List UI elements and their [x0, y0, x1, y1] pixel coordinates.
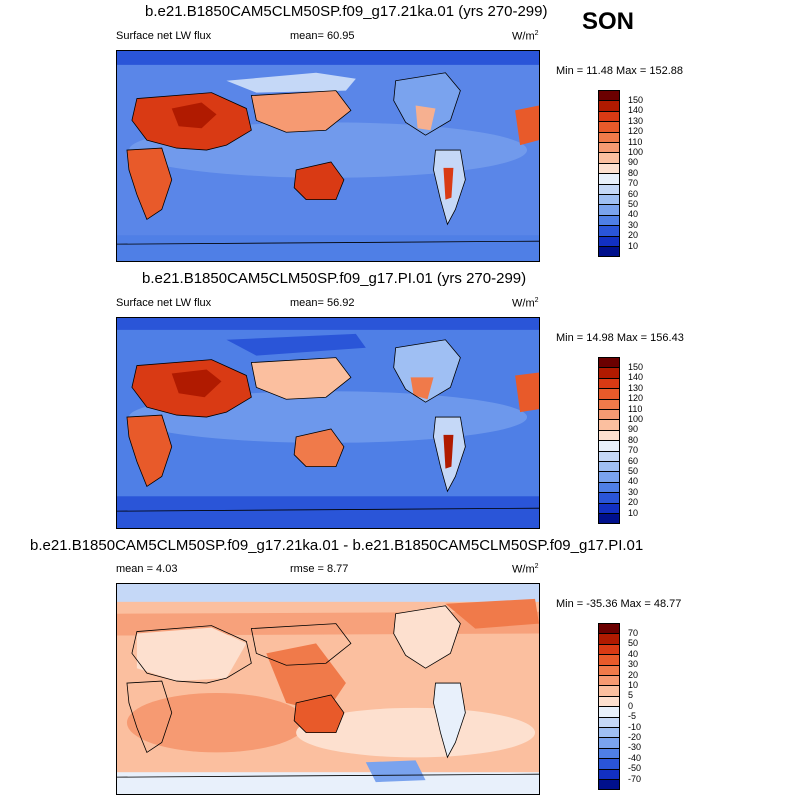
panel3-map — [116, 583, 540, 795]
panel2-mean-label: mean= 56.92 — [290, 297, 355, 309]
colorbar-tick-label: 70 — [628, 178, 639, 189]
colorbar-tick-label: 60 — [628, 455, 639, 466]
colorbar-tick-label: 50 — [628, 465, 639, 476]
colorbar-tick-label: 10 — [628, 507, 639, 518]
colorbar-tick-label: 80 — [628, 167, 639, 178]
panel3-minmax: Min = -35.36 Max = 48.77 — [556, 598, 682, 610]
colorbar-cell — [598, 246, 620, 258]
colorbar-tick-label: -20 — [628, 731, 642, 742]
panel1-map-svg — [117, 51, 539, 261]
colorbar-tick-label: 20 — [628, 669, 639, 680]
panel3-title: b.e21.B1850CAM5CLM50SP.f09_g17.21ka.01 -… — [30, 537, 644, 554]
panel2-minmax: Min = 14.98 Max = 156.43 — [556, 332, 684, 344]
colorbar-tick-label: 110 — [628, 403, 643, 414]
colorbar-tick-label: 150 — [628, 94, 644, 105]
panel1-mean-label: mean= 60.95 — [290, 30, 355, 42]
colorbar-cell — [598, 513, 620, 525]
panel3-units: W/m2 — [512, 563, 539, 576]
panel3-mean-label: mean = 4.03 — [116, 563, 178, 575]
panel2-map-svg — [117, 318, 539, 528]
panel2-colorbar — [598, 357, 620, 525]
colorbar-tick-label: 70 — [628, 445, 639, 456]
colorbar-tick-label: -70 — [628, 773, 642, 784]
colorbar-tick-label: 5 — [628, 690, 634, 701]
colorbar-tick-label: 70 — [628, 627, 639, 638]
colorbar-tick-label: -40 — [628, 752, 642, 763]
colorbar-tick-label: -10 — [628, 721, 642, 732]
colorbar-tick-label: 0 — [628, 700, 634, 711]
panel1-minmax: Min = 11.48 Max = 152.88 — [556, 65, 683, 77]
colorbar-tick-label: 20 — [628, 230, 639, 241]
colorbar-tick-label: 140 — [628, 105, 644, 116]
colorbar-tick-label: 40 — [628, 648, 639, 659]
panel3-rmse-label: rmse = 8.77 — [290, 563, 349, 575]
panel1-units: W/m2 — [512, 30, 539, 43]
colorbar-tick-label: 150 — [628, 361, 644, 372]
colorbar-tick-label: 100 — [628, 146, 644, 157]
colorbar-tick-label: 30 — [628, 219, 639, 230]
colorbar-tick-label: 130 — [628, 382, 644, 393]
panel2-variable-label: Surface net LW flux — [116, 297, 212, 309]
colorbar-tick-label: 140 — [628, 372, 644, 383]
colorbar-tick-label: 90 — [628, 424, 639, 435]
colorbar-tick-label: 110 — [628, 136, 643, 147]
colorbar-tick-label: 50 — [628, 198, 639, 209]
panel3-map-svg — [117, 584, 539, 794]
panel3-colorbar — [598, 623, 620, 791]
colorbar-tick-label: 90 — [628, 157, 639, 168]
colorbar-tick-label: 40 — [628, 476, 639, 487]
panel1-title: b.e21.B1850CAM5CLM50SP.f09_g17.21ka.01 (… — [145, 3, 548, 20]
colorbar-tick-label: 10 — [628, 679, 639, 690]
colorbar-tick-label: -50 — [628, 763, 642, 774]
panel1-map — [116, 50, 540, 262]
season-label: SON — [582, 8, 635, 35]
colorbar-tick-label: 20 — [628, 497, 639, 508]
colorbar-tick-label: 130 — [628, 115, 644, 126]
colorbar-tick-label: 10 — [628, 240, 639, 251]
colorbar-tick-label: 120 — [628, 126, 644, 137]
colorbar-cell — [598, 779, 620, 791]
panel2-units: W/m2 — [512, 297, 539, 310]
colorbar-tick-label: 120 — [628, 393, 644, 404]
colorbar-tick-label: 30 — [628, 486, 639, 497]
colorbar-tick-label: 40 — [628, 209, 639, 220]
panel1-variable-label: Surface net LW flux — [116, 30, 212, 42]
colorbar-tick-label: 30 — [628, 659, 639, 670]
panel2-title: b.e21.B1850CAM5CLM50SP.f09_g17.PI.01 (yr… — [142, 270, 527, 287]
panel1-colorbar — [598, 90, 620, 258]
colorbar-tick-label: 60 — [628, 188, 639, 199]
colorbar-tick-label: -30 — [628, 742, 642, 753]
colorbar-tick-label: 100 — [628, 413, 644, 424]
colorbar-tick-label: 80 — [628, 434, 639, 445]
colorbar-tick-label: 50 — [628, 638, 639, 649]
panel2-map — [116, 317, 540, 529]
colorbar-tick-label: -5 — [628, 711, 637, 722]
